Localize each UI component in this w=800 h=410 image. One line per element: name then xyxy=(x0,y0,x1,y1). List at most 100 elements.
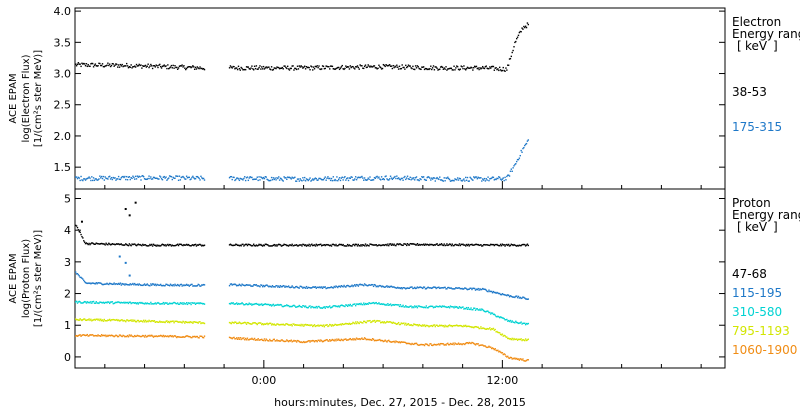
data-point xyxy=(523,360,525,362)
data-point xyxy=(92,66,95,68)
electron-ytick-label: 4.0 xyxy=(54,5,72,18)
data-point xyxy=(117,301,120,303)
data-point xyxy=(160,244,163,246)
data-point xyxy=(182,303,184,305)
data-point xyxy=(358,68,360,70)
data-point xyxy=(415,67,418,69)
data-point xyxy=(483,243,486,246)
data-point xyxy=(253,337,256,340)
data-point xyxy=(507,357,510,359)
data-point xyxy=(93,318,96,321)
data-point xyxy=(410,286,412,288)
data-point xyxy=(186,335,189,337)
data-point xyxy=(88,301,90,303)
data-point xyxy=(139,301,141,304)
data-point xyxy=(338,177,341,179)
data-point xyxy=(100,175,103,178)
data-point xyxy=(432,306,435,309)
data-point xyxy=(297,68,300,70)
xtick-label: 12:00 xyxy=(487,374,519,387)
data-point xyxy=(484,180,487,182)
data-point xyxy=(368,338,370,341)
data-point xyxy=(439,176,441,178)
data-point xyxy=(118,320,121,322)
data-point xyxy=(346,323,349,325)
data-point xyxy=(176,302,179,304)
data-point xyxy=(332,176,335,178)
data-point xyxy=(428,344,430,347)
data-point xyxy=(492,347,495,350)
data-point xyxy=(75,63,77,65)
data-point xyxy=(239,322,241,324)
data-point xyxy=(381,339,384,342)
data-point xyxy=(106,177,108,180)
proton-ylabel-line: log(Proton Flux) xyxy=(21,239,32,318)
data-point xyxy=(409,305,411,307)
data-point xyxy=(191,336,193,339)
data-point xyxy=(166,335,168,338)
data-point xyxy=(401,64,403,66)
data-point xyxy=(75,319,78,321)
data-point xyxy=(510,168,513,170)
data-point xyxy=(499,178,502,180)
data-point xyxy=(334,338,336,341)
data-point xyxy=(312,340,315,342)
electron-series xyxy=(75,22,530,72)
data-point xyxy=(178,336,181,338)
data-point xyxy=(292,304,294,307)
data-point xyxy=(396,64,398,66)
data-point xyxy=(472,342,474,344)
data-point xyxy=(447,286,449,289)
data-point xyxy=(380,285,382,287)
data-point xyxy=(398,243,401,245)
data-point xyxy=(337,324,340,326)
data-point xyxy=(508,175,511,177)
data-point xyxy=(180,243,182,246)
data-point xyxy=(138,244,140,246)
data-point xyxy=(393,243,395,245)
data-point xyxy=(443,67,445,69)
data-point xyxy=(270,245,272,247)
data-point xyxy=(276,245,278,247)
data-point xyxy=(231,302,233,305)
data-point xyxy=(286,286,289,288)
data-point xyxy=(509,356,512,359)
data-point xyxy=(143,283,146,285)
data-point xyxy=(114,283,116,286)
data-point xyxy=(498,66,501,69)
data-point xyxy=(506,356,508,358)
data-point xyxy=(397,341,400,344)
data-point xyxy=(438,343,440,345)
data-point xyxy=(523,25,525,28)
data-point xyxy=(494,328,496,331)
data-point xyxy=(152,336,155,338)
data-point xyxy=(243,337,245,339)
data-point xyxy=(327,176,329,178)
data-point xyxy=(431,305,434,308)
data-point xyxy=(506,243,508,246)
data-point xyxy=(308,324,310,326)
data-point xyxy=(289,305,292,308)
data-point xyxy=(357,66,360,69)
data-point xyxy=(121,63,123,66)
data-point xyxy=(414,65,417,67)
data-point xyxy=(244,68,246,71)
data-point xyxy=(419,305,421,308)
data-point xyxy=(474,325,477,328)
data-point xyxy=(82,179,84,182)
data-point xyxy=(326,287,328,289)
data-point xyxy=(386,304,388,306)
data-point xyxy=(339,286,342,288)
data-point xyxy=(233,244,235,246)
data-point xyxy=(459,177,462,180)
data-point xyxy=(350,338,352,341)
data-point xyxy=(309,324,311,327)
data-point xyxy=(147,63,149,65)
data-point xyxy=(317,324,319,326)
electron-ytick-label: 2.0 xyxy=(54,130,72,143)
data-point xyxy=(166,302,168,304)
data-point xyxy=(277,66,279,69)
data-point xyxy=(393,286,395,288)
data-point xyxy=(253,178,256,180)
data-point xyxy=(108,175,111,178)
